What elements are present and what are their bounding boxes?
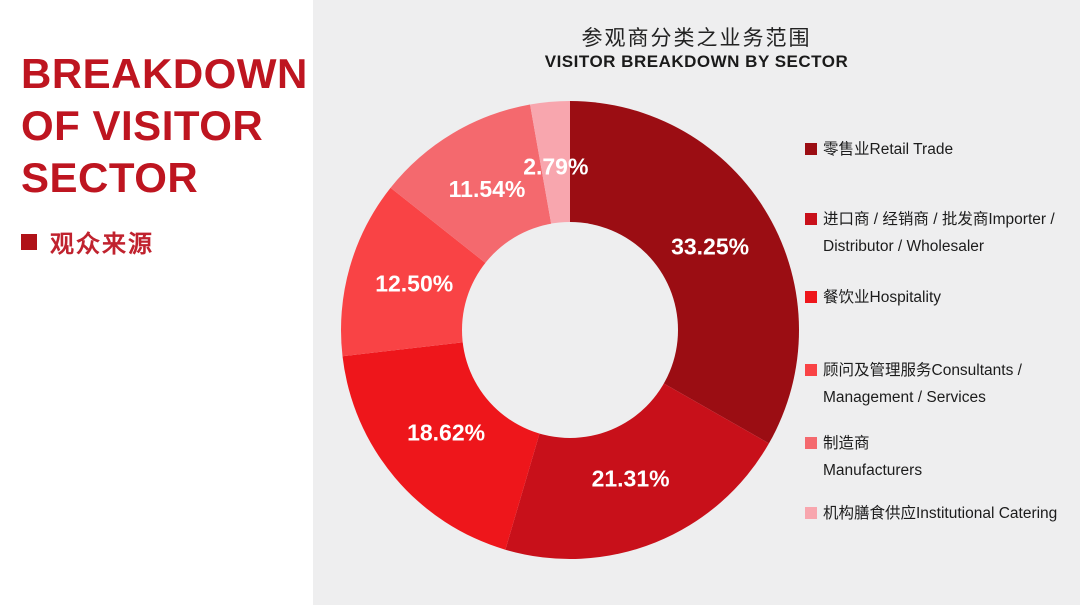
legend-label-line: 进口商 / 经销商 / 批发商Importer / <box>823 211 1055 228</box>
donut-hole <box>462 222 678 438</box>
donut-slice-label-2: 18.62% <box>407 419 485 445</box>
donut-slice-label-0: 33.25% <box>671 234 749 260</box>
legend-swatch-icon <box>805 364 817 376</box>
legend-label-line: 餐饮业Hospitality <box>823 289 941 306</box>
donut-chart-container: 33.25% 21.31% 18.62% 12.50% 11.54% 2.79% <box>340 100 800 560</box>
legend-item-importer-distributor-wholesaler: 进口商 / 经销商 / 批发商Importer / Distributor / … <box>805 206 1055 260</box>
legend-item-manufacturers: 制造商 Manufacturers <box>805 430 922 484</box>
chart-legend: 零售业Retail Trade 进口商 / 经销商 / 批发商Importer … <box>805 0 1080 605</box>
legend-label: 零售业Retail Trade <box>823 136 953 163</box>
legend-item-hospitality: 餐饮业Hospitality <box>805 284 941 311</box>
legend-label: 机构膳食供应Institutional Catering <box>823 500 1057 527</box>
page-title: BREAKDOWN OF VISITOR SECTOR <box>21 48 311 204</box>
left-panel: BREAKDOWN OF VISITOR SECTOR 观众来源 <box>0 0 313 605</box>
legend-label-line: Management / Services <box>823 389 986 406</box>
bullet-square-icon <box>21 233 37 250</box>
legend-label: 制造商 Manufacturers <box>823 430 922 484</box>
page-title-line-2: OF VISITOR <box>21 102 264 149</box>
page-title-line-1: BREAKDOWN <box>21 50 308 97</box>
chart-title-zh: 参观商分类之业务范围 <box>581 27 812 50</box>
chart-panel: 参观商分类之业务范围 VISITOR BREAKDOWN BY SECTOR 3… <box>313 0 1080 605</box>
legend-item-institutional-catering: 机构膳食供应Institutional Catering <box>805 500 1057 527</box>
page-title-line-3: SECTOR <box>21 154 199 201</box>
legend-label: 顾问及管理服务Consultants / Management / Servic… <box>823 357 1022 411</box>
legend-swatch-icon <box>805 213 817 225</box>
legend-label: 进口商 / 经销商 / 批发商Importer / Distributor / … <box>823 206 1055 260</box>
donut-chart: 33.25% 21.31% 18.62% 12.50% 11.54%2.79% <box>341 101 800 560</box>
legend-swatch-icon <box>805 291 817 303</box>
legend-label-line: Distributor / Wholesaler <box>823 238 985 255</box>
legend-swatch-icon <box>805 437 817 449</box>
legend-item-retail-trade: 零售业Retail Trade <box>805 136 953 163</box>
donut-slice-label-1: 21.31% <box>592 465 670 491</box>
legend-label: 餐饮业Hospitality <box>823 284 941 311</box>
donut-slice-label-5: 2.79% <box>523 154 588 180</box>
legend-label-line: 零售业Retail Trade <box>823 141 954 158</box>
page-subtitle-row: 观众来源 <box>21 224 154 259</box>
page-subtitle: 观众来源 <box>50 231 154 258</box>
legend-swatch-icon <box>805 507 817 519</box>
legend-swatch-icon <box>805 143 817 155</box>
legend-label-line: 顾问及管理服务Consultants / <box>823 362 1022 379</box>
legend-label-line: 制造商 <box>823 435 870 452</box>
legend-item-consultants-management-services: 顾问及管理服务Consultants / Management / Servic… <box>805 357 1022 411</box>
legend-label-line: 机构膳食供应Institutional Catering <box>823 505 1058 522</box>
legend-label-line: Manufacturers <box>823 462 923 479</box>
donut-slice-label-3: 12.50% <box>375 271 453 297</box>
donut-slice-label-4: 11.54% <box>449 176 526 202</box>
chart-title-en: VISITOR BREAKDOWN BY SECTOR <box>544 52 849 71</box>
